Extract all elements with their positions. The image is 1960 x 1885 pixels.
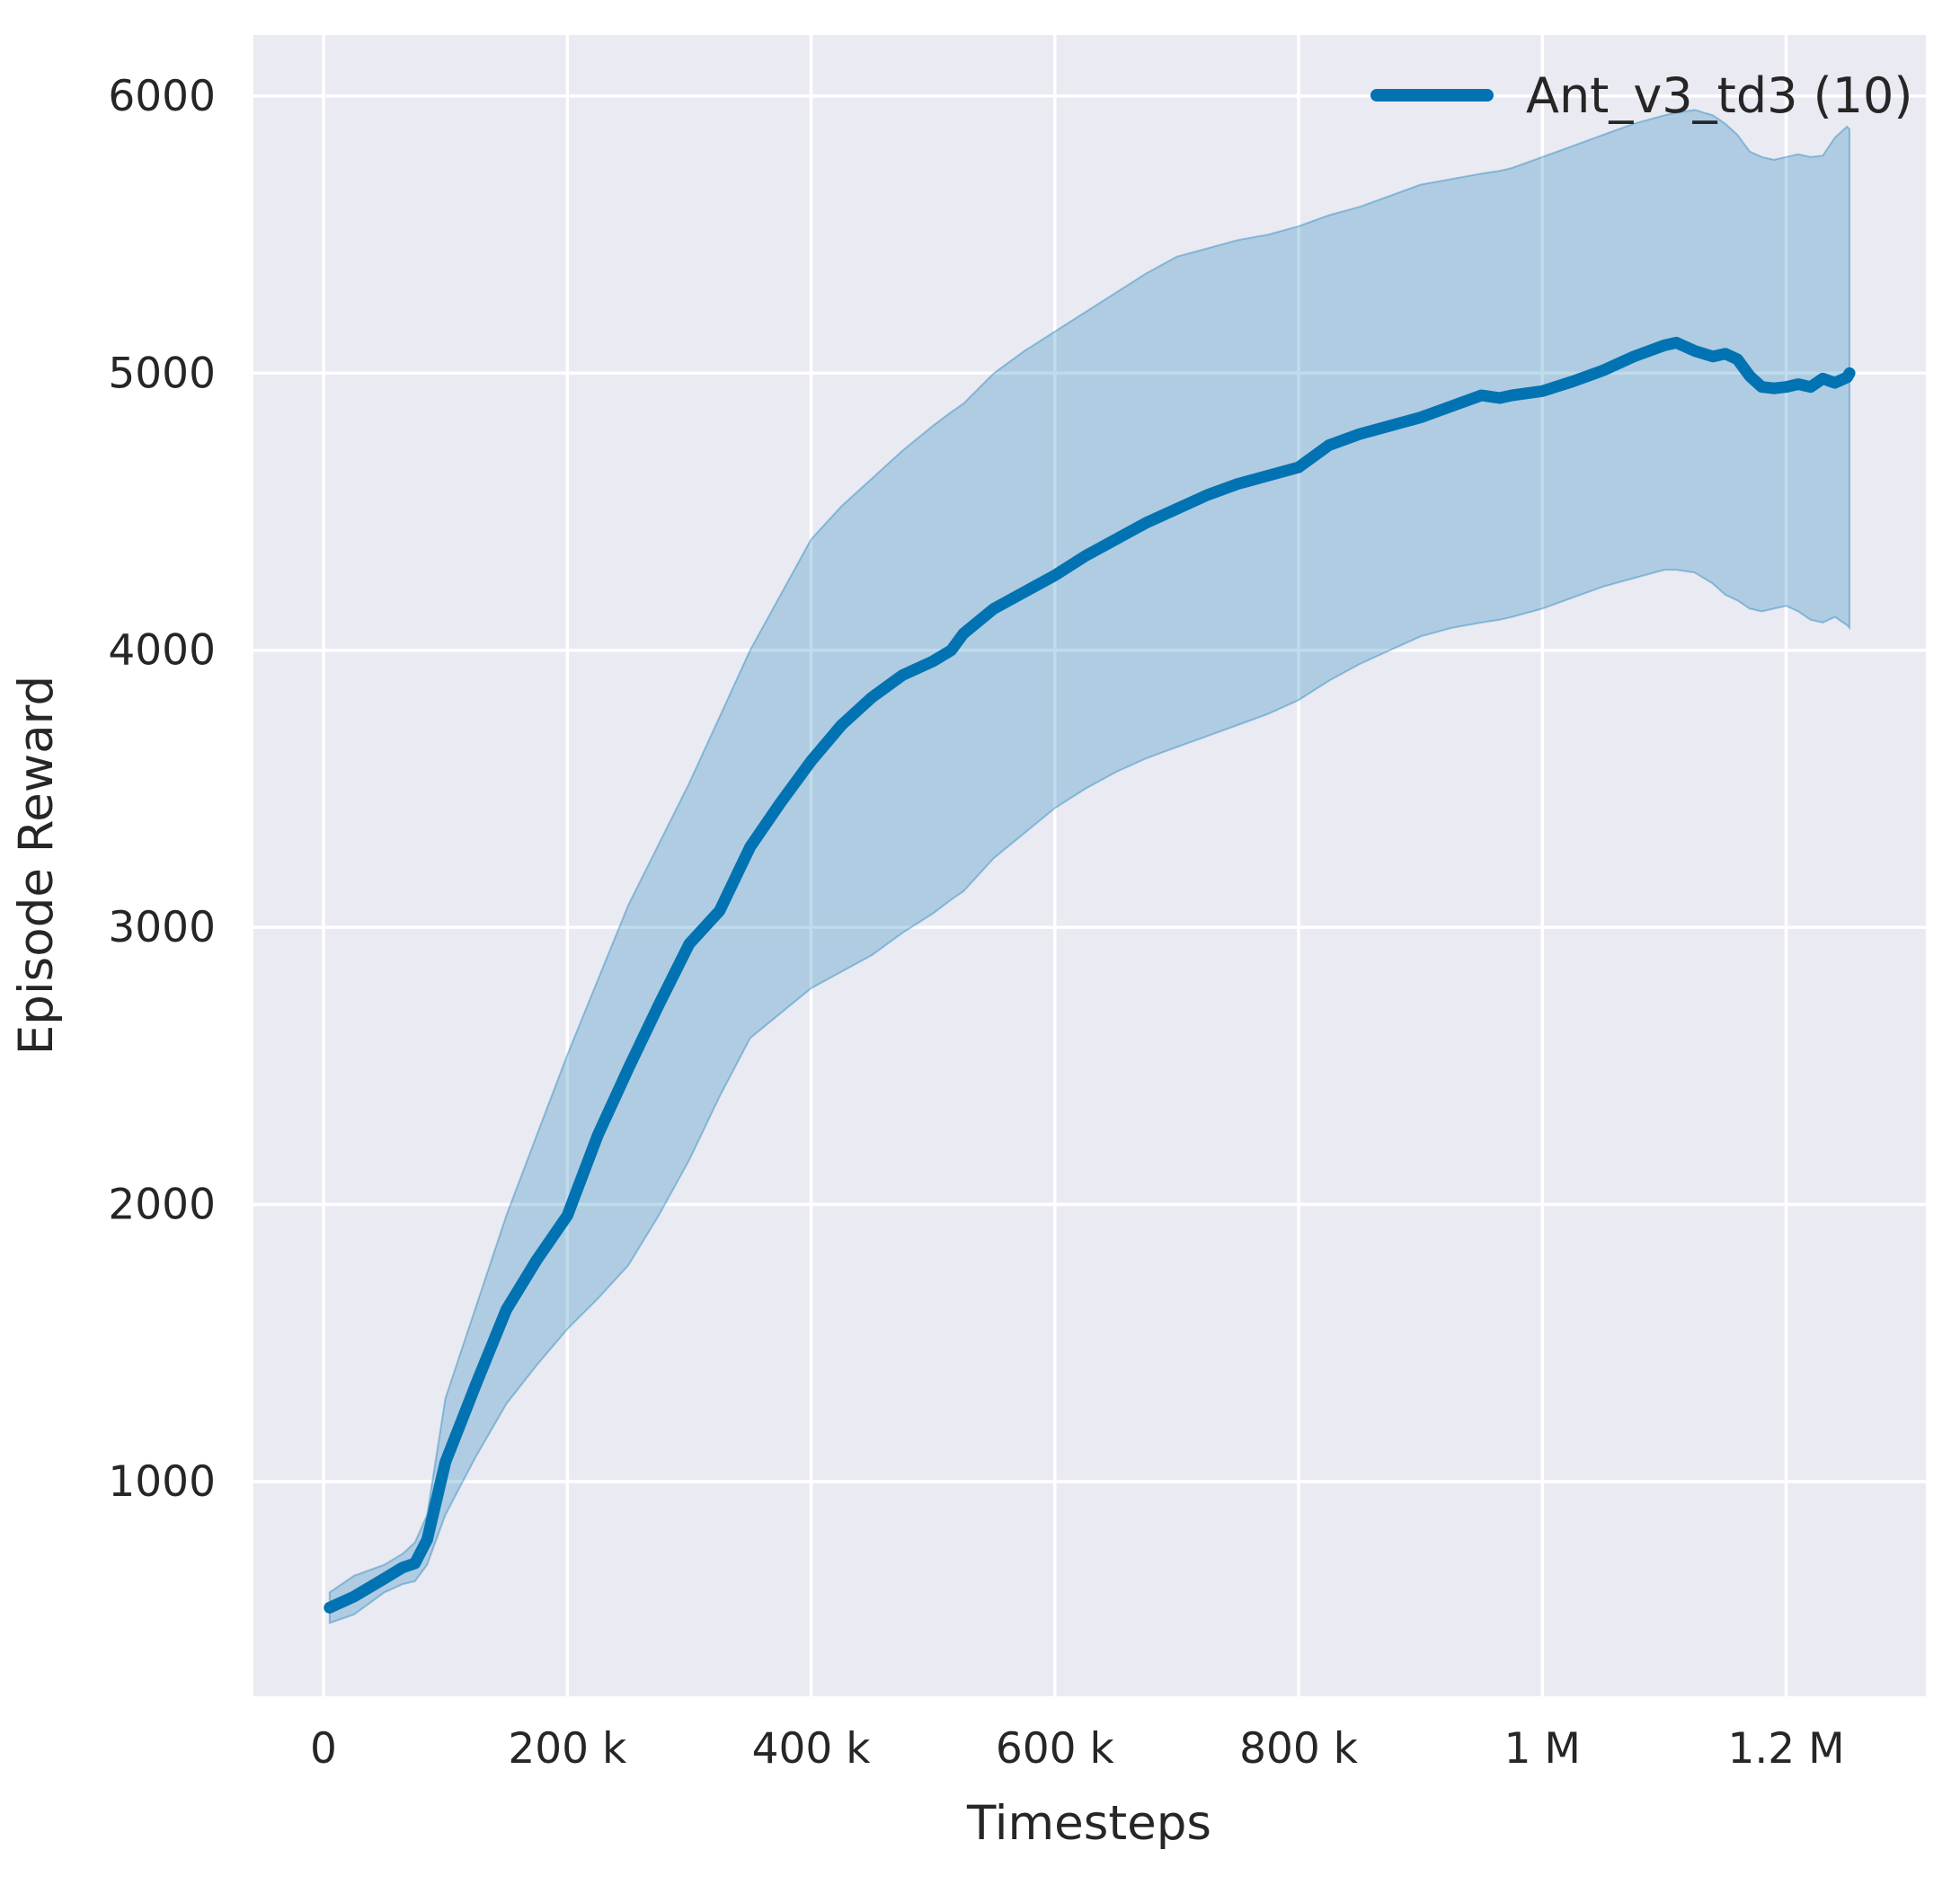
legend-label: Ant_v3_td3 (10) — [1526, 67, 1912, 124]
y-tick-label: 4000 — [108, 626, 216, 676]
gridlines — [253, 35, 1926, 1696]
y-axis-tick-labels: 1000 2000 3000 4000 5000 6000 — [108, 72, 216, 1507]
x-axis-label: Timesteps — [966, 1796, 1211, 1851]
x-axis-tick-labels: 0 200 k 400 k 600 k 800 k 1 M 1.2 M — [310, 1724, 1845, 1774]
legend: Ant_v3_td3 (10) — [1370, 67, 1912, 124]
x-tick-label: 600 k — [996, 1724, 1115, 1774]
series-lines — [324, 336, 1856, 1614]
confidence-band — [328, 109, 1851, 1624]
y-tick-label: 5000 — [108, 349, 216, 398]
plot-area — [253, 35, 1926, 1696]
y-tick-label: 1000 — [108, 1457, 216, 1507]
y-tick-label: 6000 — [108, 72, 216, 121]
confidence-band-Ant_v3_td3 — [328, 109, 1851, 1624]
x-tick-label: 400 k — [752, 1724, 872, 1774]
x-tick-label: 1 M — [1504, 1724, 1581, 1774]
x-tick-label: 1.2 M — [1727, 1724, 1844, 1774]
y-axis-label: Episode Reward — [9, 676, 64, 1055]
y-tick-label: 2000 — [108, 1181, 216, 1230]
x-tick-label: 0 — [310, 1724, 337, 1774]
series-line-Ant_v3_td3 — [324, 336, 1856, 1614]
x-tick-label: 200 k — [508, 1724, 627, 1774]
x-tick-label: 800 k — [1239, 1724, 1359, 1774]
y-tick-label: 3000 — [108, 903, 216, 952]
